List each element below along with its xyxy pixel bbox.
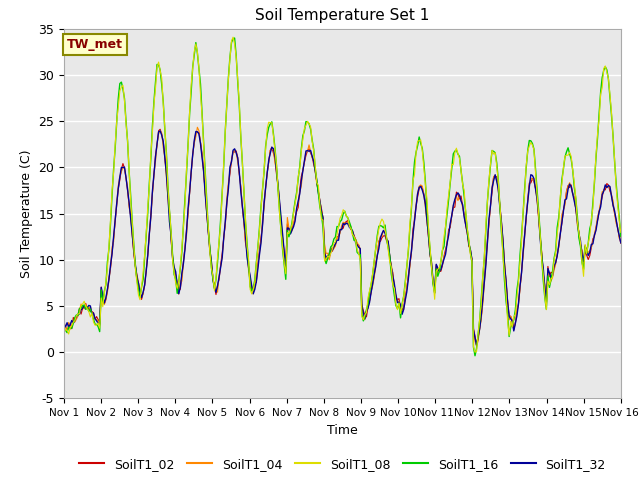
SoilT1_04 bbox=[589, 239, 596, 244]
SoilT1_04 bbox=[473, 343, 481, 349]
SoilT1_08 bbox=[255, 227, 263, 233]
SoilT1_04 bbox=[617, 233, 625, 239]
Line: SoilT1_04: SoilT1_04 bbox=[64, 127, 621, 346]
SoilT1_32 bbox=[60, 321, 68, 327]
SoilT1_32 bbox=[617, 240, 625, 246]
SoilT1_08 bbox=[471, 349, 479, 355]
SoilT1_32 bbox=[589, 241, 596, 247]
SoilT1_02 bbox=[589, 236, 596, 241]
SoilT1_04 bbox=[60, 323, 68, 329]
SoilT1_08 bbox=[589, 205, 596, 211]
SoilT1_16 bbox=[129, 219, 136, 225]
Title: Soil Temperature Set 1: Soil Temperature Set 1 bbox=[255, 9, 429, 24]
SoilT1_04 bbox=[255, 250, 263, 255]
SoilT1_02 bbox=[129, 233, 136, 239]
SoilT1_32 bbox=[473, 342, 481, 348]
SoilT1_32 bbox=[156, 128, 164, 134]
Legend: SoilT1_02, SoilT1_04, SoilT1_08, SoilT1_16, SoilT1_32: SoilT1_02, SoilT1_04, SoilT1_08, SoilT1_… bbox=[74, 453, 611, 476]
X-axis label: Time: Time bbox=[327, 424, 358, 437]
Line: SoilT1_16: SoilT1_16 bbox=[64, 38, 621, 356]
SoilT1_16 bbox=[226, 54, 234, 60]
SoilT1_16 bbox=[471, 353, 479, 359]
SoilT1_16 bbox=[305, 121, 313, 127]
SoilT1_02 bbox=[60, 318, 68, 324]
SoilT1_08 bbox=[305, 121, 313, 127]
SoilT1_04 bbox=[246, 278, 254, 284]
SoilT1_32 bbox=[255, 252, 263, 258]
Text: TW_met: TW_met bbox=[67, 38, 123, 51]
Line: SoilT1_02: SoilT1_02 bbox=[64, 129, 621, 346]
SoilT1_16 bbox=[617, 233, 625, 239]
SoilT1_02 bbox=[228, 157, 236, 163]
SoilT1_02 bbox=[156, 126, 164, 132]
SoilT1_08 bbox=[229, 34, 237, 40]
SoilT1_02 bbox=[305, 146, 313, 152]
SoilT1_02 bbox=[246, 276, 254, 281]
SoilT1_02 bbox=[255, 248, 263, 253]
SoilT1_04 bbox=[129, 230, 136, 236]
SoilT1_32 bbox=[305, 148, 313, 154]
SoilT1_08 bbox=[60, 323, 68, 328]
SoilT1_04 bbox=[305, 142, 313, 148]
SoilT1_16 bbox=[589, 200, 596, 206]
Line: SoilT1_08: SoilT1_08 bbox=[64, 37, 621, 352]
SoilT1_08 bbox=[617, 229, 625, 235]
SoilT1_32 bbox=[228, 159, 236, 165]
SoilT1_16 bbox=[246, 284, 254, 289]
SoilT1_08 bbox=[246, 287, 254, 292]
SoilT1_16 bbox=[255, 225, 263, 231]
Line: SoilT1_32: SoilT1_32 bbox=[64, 131, 621, 345]
SoilT1_04 bbox=[193, 124, 201, 130]
SoilT1_02 bbox=[473, 343, 481, 348]
Y-axis label: Soil Temperature (C): Soil Temperature (C) bbox=[20, 149, 33, 278]
SoilT1_08 bbox=[226, 56, 234, 61]
SoilT1_32 bbox=[129, 233, 136, 239]
SoilT1_16 bbox=[60, 327, 68, 333]
SoilT1_32 bbox=[246, 273, 254, 278]
SoilT1_16 bbox=[231, 35, 239, 41]
SoilT1_02 bbox=[617, 240, 625, 246]
SoilT1_04 bbox=[228, 158, 236, 164]
SoilT1_08 bbox=[129, 221, 136, 227]
